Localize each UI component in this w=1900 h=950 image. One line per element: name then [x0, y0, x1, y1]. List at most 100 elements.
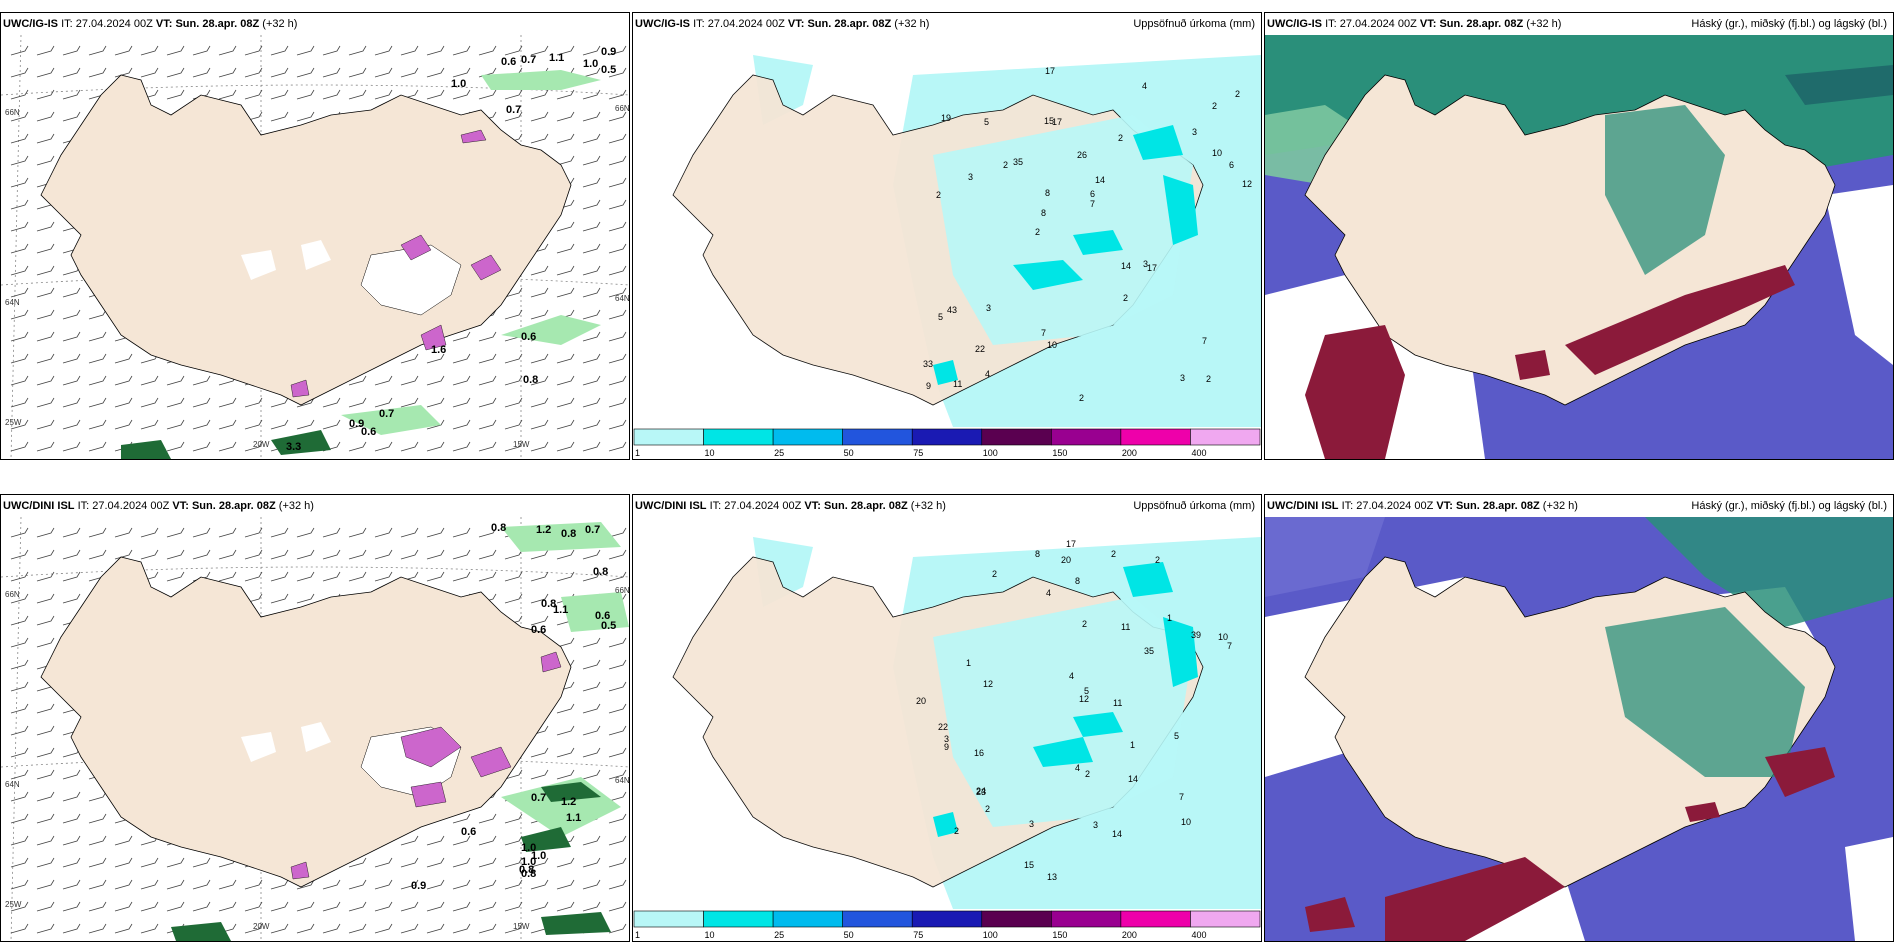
precip-value-label: 1	[1130, 740, 1135, 750]
precip-value-label: 6	[1090, 189, 1095, 199]
wind-barb	[582, 287, 601, 298]
wind-barb	[114, 901, 133, 912]
wind-barb	[140, 923, 159, 934]
wind-barb	[530, 571, 549, 582]
wind-barb	[504, 593, 523, 604]
lat-label: 64N	[5, 298, 20, 307]
wind-barb	[452, 923, 471, 934]
wind-barb	[322, 549, 341, 560]
precip-value-label: 8	[1035, 549, 1040, 559]
wind-barb	[62, 527, 81, 538]
wind-barb	[504, 419, 523, 430]
wind-barb	[88, 901, 107, 912]
cloud-title: Háský (gr.), miðský (fj.bl.) og lágský (…	[1691, 18, 1887, 30]
precip-value-label: 2	[1111, 549, 1116, 559]
wind-barb	[192, 901, 211, 912]
precip-value-label: 8	[1045, 188, 1050, 198]
colorbar-tick-label: 200	[1122, 930, 1137, 940]
wind-barb	[62, 353, 81, 364]
precip-value-label: 10	[1212, 148, 1222, 158]
wind-barb	[530, 111, 549, 122]
wind-barb	[348, 67, 367, 78]
wind-barb	[36, 243, 55, 254]
wind-barb	[10, 111, 29, 122]
wind-barb	[530, 419, 549, 430]
wind-barb	[140, 397, 159, 408]
precip-map: 2 2 2 2 2 11 15 26 43 35 33 22 17 14 17 19 17 12 14 10 8 7 8 5 4…	[633, 35, 1261, 427]
precip-value-label: 2	[1206, 374, 1211, 384]
wind-barb	[530, 549, 549, 560]
svg-text:66N: 66N	[615, 586, 629, 595]
valid-time: Sun. 28.apr. 08Z	[175, 18, 260, 30]
wind-barb	[192, 857, 211, 868]
wind-barb	[36, 331, 55, 342]
wind-barb	[166, 375, 185, 386]
wind-barb	[88, 375, 107, 386]
wind-barb	[426, 901, 445, 912]
svg-text:66N: 66N	[5, 590, 20, 599]
wind-barb	[452, 67, 471, 78]
wind-barb	[530, 615, 549, 626]
wind-barb	[36, 703, 55, 714]
wind-barb	[608, 879, 627, 890]
wind-barb	[10, 637, 29, 648]
lat-label: 64N	[615, 294, 629, 303]
wind-barb	[478, 441, 497, 452]
precip-value-label: 16	[974, 748, 984, 758]
wind-barb	[478, 89, 497, 100]
precip-value-label: 10	[1181, 817, 1191, 827]
wind-panel-top: UWC/IG-IS IT: 27.04.2024 00Z VT: Sun. 28…	[0, 12, 630, 460]
wind-barb	[400, 527, 419, 538]
wind-barb	[556, 375, 575, 386]
wind-barb	[166, 879, 185, 890]
init-time: 27.04.2024 00Z	[75, 18, 153, 30]
colorbar-svg: 1 10 25 50 75 100 150 200 400	[633, 428, 1261, 458]
wind-barb	[504, 309, 523, 320]
wind-barb	[400, 45, 419, 56]
wind-barb	[244, 45, 263, 56]
colorbar-svg: 1 10 25 50 75 100 150 200 400	[633, 910, 1261, 940]
wind-barb	[582, 177, 601, 188]
svg-text:15W: 15W	[513, 922, 530, 931]
wind-barb	[36, 155, 55, 166]
wind-barb	[452, 527, 471, 538]
wind-barb	[374, 441, 393, 452]
wind-barb	[166, 441, 185, 452]
lat-label: 66N	[615, 104, 629, 113]
colorbar-tick-label: 150	[1052, 930, 1067, 940]
colorbar-tick-label: 1	[635, 930, 640, 940]
wind-barb	[556, 221, 575, 232]
wind-barb	[608, 309, 627, 320]
wind-barb	[270, 571, 289, 582]
precip-value-label: 17	[1052, 117, 1062, 127]
wind-barb	[114, 549, 133, 560]
wind-barb	[88, 45, 107, 56]
wind-barb	[36, 769, 55, 780]
wind-barb	[426, 397, 445, 408]
wind-barb	[192, 375, 211, 386]
precip-value-label: 26	[1077, 150, 1087, 160]
wind-barb	[62, 397, 81, 408]
precip-value-label: 22	[975, 344, 985, 354]
wind-barb	[36, 221, 55, 232]
wind-barb	[166, 397, 185, 408]
wind-barb	[556, 111, 575, 122]
wind-barb	[608, 243, 627, 254]
wind-barb	[582, 265, 601, 276]
wind-barb	[36, 375, 55, 386]
wind-barb	[36, 441, 55, 452]
wind-barb	[608, 221, 627, 232]
wind-barb	[348, 571, 367, 582]
wind-barb	[556, 155, 575, 166]
wind-barb	[582, 419, 601, 430]
wind-barb	[140, 375, 159, 386]
wind-barb	[478, 375, 497, 386]
wind-barb	[400, 879, 419, 890]
wind-barb	[244, 901, 263, 912]
wind-barb	[88, 419, 107, 430]
wind-barb	[62, 45, 81, 56]
wind-barb	[36, 571, 55, 582]
wind-barb	[608, 199, 627, 210]
wind-value-label: 1.0	[521, 856, 536, 868]
wind-barb	[530, 375, 549, 386]
